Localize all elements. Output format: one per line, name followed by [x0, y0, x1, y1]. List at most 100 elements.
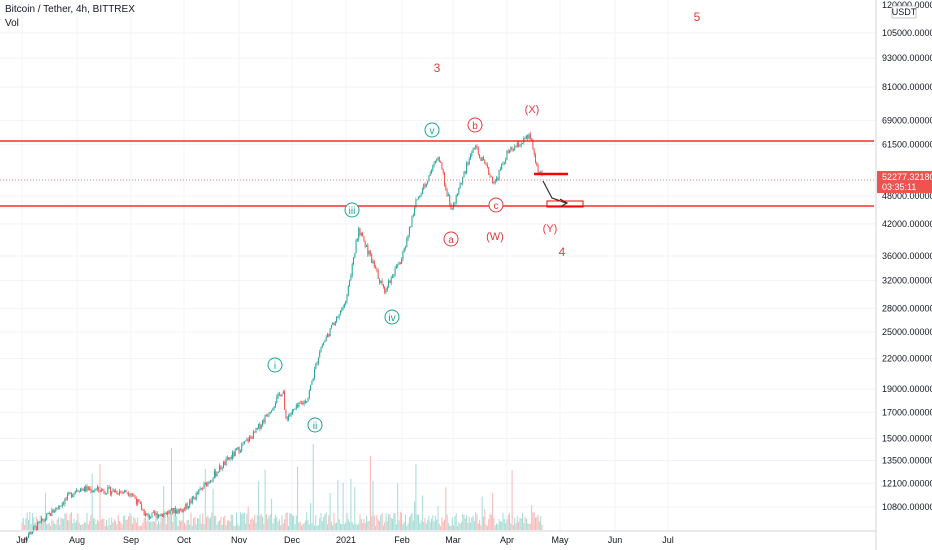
candle-body	[518, 142, 520, 147]
candle-body	[424, 184, 426, 187]
volume-bar	[325, 512, 327, 530]
candle-body	[414, 207, 416, 216]
volume-bars	[21, 443, 543, 530]
volume-bar	[416, 514, 418, 530]
volume-bar	[447, 523, 449, 530]
volume-bar	[484, 509, 486, 530]
candle-body	[350, 275, 352, 281]
candle-body	[328, 333, 330, 337]
volume-bar	[103, 519, 105, 530]
volume-bar	[130, 516, 132, 530]
volume-bar	[168, 515, 170, 530]
target-box[interactable]	[546, 200, 584, 208]
candle-body	[418, 196, 419, 200]
candle-body	[76, 490, 78, 492]
price-axis[interactable]: 105000.00000 93000.00000 81000.00000 69000.…	[875, 0, 932, 550]
volume-bar	[524, 516, 526, 530]
volume-bar	[466, 515, 468, 530]
volume-bar	[264, 469, 266, 530]
time-axis[interactable]: Jul Aug Sep Oct Nov Dec 2021 Feb Mar Apr May Jun Jul	[0, 530, 876, 545]
volume-bar	[473, 521, 475, 530]
volume-bar	[442, 521, 444, 530]
candle-body	[168, 511, 170, 514]
candle-body	[99, 490, 101, 492]
candle-body	[112, 489, 114, 492]
candle-body	[410, 226, 412, 228]
volume-bar	[31, 513, 33, 530]
candle-body	[429, 173, 431, 176]
candle-body	[194, 497, 196, 500]
candle-body	[197, 493, 198, 494]
candle-body	[385, 290, 387, 293]
volume-bar	[485, 524, 487, 530]
candle-body	[95, 488, 97, 491]
candle-body	[160, 513, 162, 517]
currency-badge[interactable]	[891, 5, 917, 19]
volume-bar	[256, 514, 258, 530]
candle-body	[382, 284, 384, 288]
candle-body	[78, 490, 80, 492]
projection-arrow[interactable]	[542, 180, 567, 204]
candle-body	[182, 508, 184, 513]
volume-bar	[69, 513, 71, 530]
volume-bar	[397, 483, 399, 530]
candle-body	[289, 414, 291, 416]
volume-bar	[60, 517, 62, 530]
volume-bar	[74, 522, 76, 530]
candle-body	[206, 482, 208, 487]
candle-body	[384, 287, 386, 293]
volume-bar	[197, 518, 198, 530]
volume-bar	[22, 517, 24, 530]
time-tick-label: Oct	[177, 535, 192, 545]
candle-body	[538, 171, 540, 173]
candle-body	[468, 159, 470, 164]
svg-text:c: c	[494, 201, 499, 212]
candle-body	[459, 183, 461, 188]
volume-bar	[111, 517, 113, 530]
candle-body	[165, 512, 167, 515]
candle-body	[519, 145, 521, 147]
volume-bar	[280, 525, 282, 530]
volume-bar	[262, 516, 263, 530]
volume-bar	[337, 480, 339, 530]
volume-bar	[63, 519, 65, 530]
candle-body	[34, 526, 36, 528]
candle-body	[509, 150, 510, 153]
candle-body	[39, 521, 41, 523]
candle-body	[528, 133, 530, 139]
volume-bar	[320, 512, 322, 530]
symbol-title[interactable]: Bitcoin / Tether, 4h, BITTREX	[5, 4, 135, 15]
candle-body	[503, 162, 505, 164]
candle-body	[57, 507, 59, 509]
volume-bar	[384, 522, 386, 530]
impulse-label-i: i	[267, 357, 283, 373]
candle-body	[254, 431, 256, 433]
volume-bar	[329, 493, 331, 530]
candle-body	[319, 352, 321, 358]
candle-body	[493, 182, 495, 184]
volume-bar	[321, 521, 323, 530]
volume-bar	[298, 522, 300, 530]
volume-bar	[295, 515, 297, 530]
candle-body	[74, 490, 76, 493]
candle-body	[73, 492, 75, 496]
candle-body	[139, 502, 141, 504]
candle-body	[259, 423, 261, 429]
volume-bar	[293, 515, 295, 530]
volume-bar	[470, 522, 471, 530]
candle-body	[295, 404, 297, 409]
candle-body	[198, 489, 200, 494]
volume-bar	[64, 513, 66, 530]
volume-bar	[70, 512, 72, 530]
candle-body	[68, 492, 70, 494]
candle-body	[406, 238, 408, 248]
candle-body	[30, 531, 32, 534]
candle-body	[215, 471, 217, 477]
volume-bar	[541, 524, 543, 530]
volume-bar	[249, 523, 250, 530]
volume-bar	[472, 515, 474, 530]
candle-body	[420, 194, 422, 196]
volume-bar	[132, 523, 133, 530]
volume-bar	[327, 524, 328, 530]
